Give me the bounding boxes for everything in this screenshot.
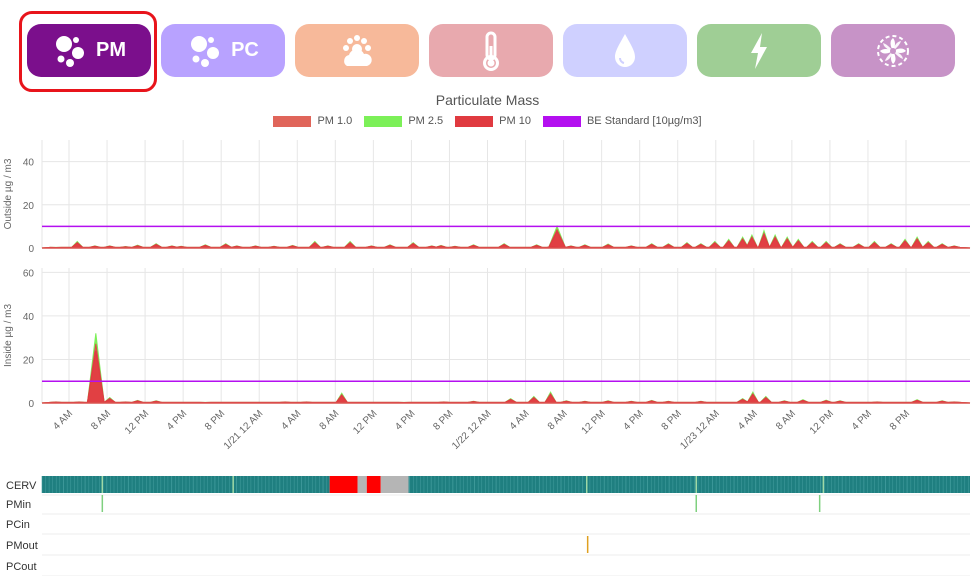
x-tick-label: 12 PM <box>123 408 151 436</box>
status-row-label: CERV <box>6 480 37 492</box>
thermometer-icon <box>476 30 506 72</box>
legend-label: BE Standard [10µg/m3] <box>586 115 702 127</box>
x-tick-label: 1/22 12 AM <box>450 408 494 452</box>
y-tick-label: 0 <box>28 399 34 410</box>
legend-swatch <box>542 115 581 127</box>
x-tick-label: 8 PM <box>660 408 684 432</box>
status-row-label: PCout <box>6 561 37 573</box>
legend-item[interactable]: PM 2.5 <box>364 115 443 127</box>
x-tick-label: 4 PM <box>393 408 417 432</box>
water-drop-icon <box>610 31 640 71</box>
status-segment <box>366 476 381 493</box>
x-tick-label: 8 AM <box>546 408 570 432</box>
status-row-label: PMout <box>6 540 38 552</box>
pm10-area <box>41 350 971 404</box>
lightning-icon <box>745 31 773 71</box>
x-tick-label: 4 AM <box>51 408 75 432</box>
x-tick-label: 4 PM <box>165 408 189 432</box>
tab-label: PC <box>231 39 259 61</box>
status-segment <box>380 476 409 493</box>
x-tick-label: 12 PM <box>351 408 379 436</box>
y-axis-label: Outside µg / m3 <box>3 158 14 229</box>
legend-swatch <box>455 115 494 127</box>
chart-title: Particulate Mass <box>435 92 540 108</box>
tab-weather[interactable] <box>295 24 419 77</box>
x-tick-label: 4 AM <box>279 408 303 432</box>
sensor-tabs: PM PC <box>0 0 975 92</box>
tab-power[interactable] <box>697 24 821 77</box>
x-tick-label: 8 PM <box>431 408 455 432</box>
status-row-label: PMin <box>6 499 31 511</box>
legend-label: PM 1.0 <box>317 115 353 127</box>
tab-fan[interactable] <box>831 24 955 77</box>
y-tick-label: 40 <box>23 312 35 323</box>
tab-temperature[interactable] <box>429 24 553 77</box>
y-tick-label: 40 <box>23 158 35 169</box>
status-segment <box>408 476 970 493</box>
x-tick-label: 12 PM <box>808 408 836 436</box>
x-tick-label: 8 PM <box>888 408 912 432</box>
status-row-label: PCin <box>6 519 30 531</box>
status-segment <box>357 476 367 493</box>
x-tick-label: 4 AM <box>508 408 532 432</box>
tab-humidity[interactable] <box>563 24 687 77</box>
pm25-area <box>41 225 971 249</box>
x-tick-label: 1/23 12 AM <box>678 408 722 452</box>
tab-pc[interactable]: PC <box>161 24 285 77</box>
y-tick-label: 60 <box>23 268 35 279</box>
x-tick-label: 4 AM <box>736 408 760 432</box>
legend-swatch <box>364 115 403 127</box>
legend-item[interactable]: BE Standard [10µg/m3] <box>542 115 702 127</box>
legend-label: PM 2.5 <box>408 115 444 127</box>
pm-chart: 0 20 40 Outside µg / m3 0 20 40 60 Inside µg / m… <box>3 140 971 576</box>
pm10-area <box>41 230 971 249</box>
tab-pm[interactable]: PM <box>27 24 151 77</box>
legend-swatch <box>273 115 312 127</box>
x-tick-label: 8 PM <box>203 408 227 432</box>
x-tick-label: 8 AM <box>774 408 798 432</box>
tab-label: PM <box>96 39 126 61</box>
legend-label: PM 10 <box>499 115 531 127</box>
x-tick-label: 12 PM <box>580 408 608 436</box>
pm25-area <box>41 333 971 404</box>
fan-icon <box>874 32 912 70</box>
status-segment <box>329 476 358 493</box>
y-tick-label: 0 <box>28 244 34 255</box>
x-tick-label: 4 PM <box>850 408 874 432</box>
legend-item[interactable]: PM 1.0 <box>273 115 352 127</box>
chart-legend: PM 1.0 PM 2.5 PM 10 BE Standard [10µg/m3] <box>0 115 975 127</box>
y-tick-label: 20 <box>23 201 35 212</box>
particles-icon <box>52 32 90 70</box>
particles-icon <box>187 32 225 70</box>
y-axis-label: Inside µg / m3 <box>3 304 14 367</box>
x-tick-label: 8 AM <box>318 408 342 432</box>
x-tick-label: 1/21 12 AM <box>222 408 266 452</box>
cloud-sun-icon <box>337 32 377 70</box>
x-tick-label: 4 PM <box>622 408 646 432</box>
pm1-area <box>41 343 971 404</box>
y-tick-label: 20 <box>23 355 35 366</box>
legend-item[interactable]: PM 10 <box>455 115 531 127</box>
x-tick-label: 8 AM <box>89 408 113 432</box>
